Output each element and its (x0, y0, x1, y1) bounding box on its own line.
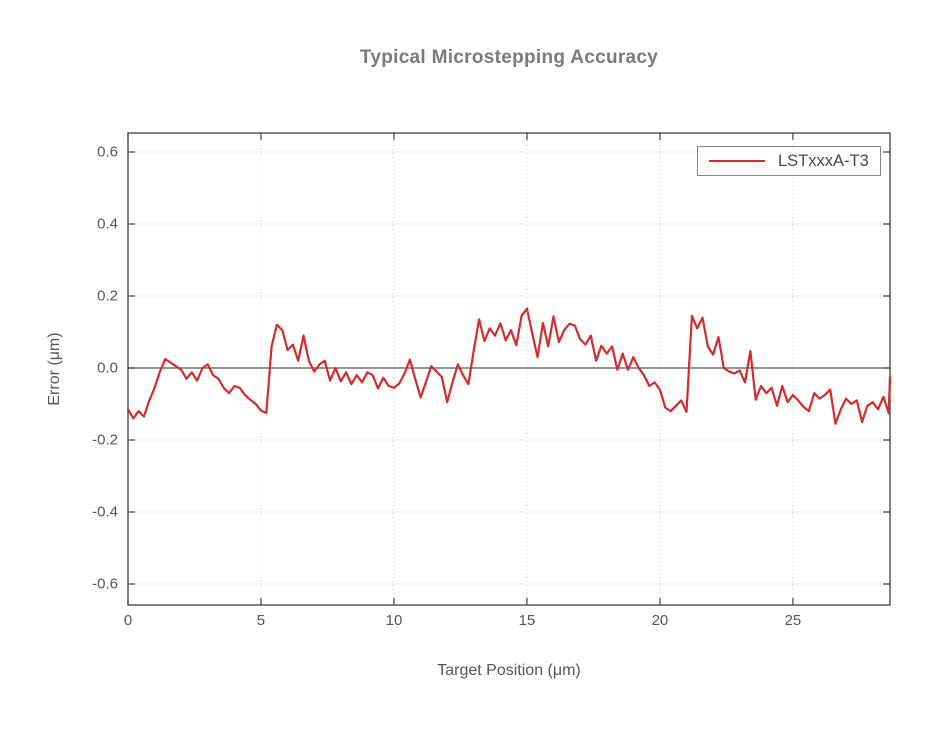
y-tick-label: 0.4 (97, 215, 118, 233)
x-tick-label: 10 (385, 612, 403, 629)
y-tick-label: 0.6 (97, 143, 118, 161)
y-tick-label: 0.0 (97, 359, 118, 377)
y-tick-label: -0.2 (92, 431, 118, 449)
legend: LSTxxxA-T3 (697, 146, 881, 176)
y-axis-title: Error (μm) (46, 332, 63, 406)
x-tick-label: 20 (651, 612, 669, 629)
y-tick-label: -0.6 (92, 575, 118, 593)
chart-title: Typical Microstepping Accuracy (359, 47, 659, 68)
x-tick-label: 0 (123, 612, 133, 629)
x-axis-title: Target Position (μm) (437, 662, 581, 679)
y-tick-label: -0.4 (92, 503, 118, 521)
x-tick-label: 5 (256, 612, 266, 629)
x-tick-label: 25 (784, 612, 802, 629)
x-tick-label: 15 (518, 612, 536, 629)
plot-border (127, 132, 891, 606)
y-tick-label: 0.2 (97, 287, 118, 305)
legend-line-sample-icon (709, 160, 765, 162)
legend-series-label: LSTxxxA-T3 (778, 151, 869, 170)
series-line (126, 307, 892, 425)
